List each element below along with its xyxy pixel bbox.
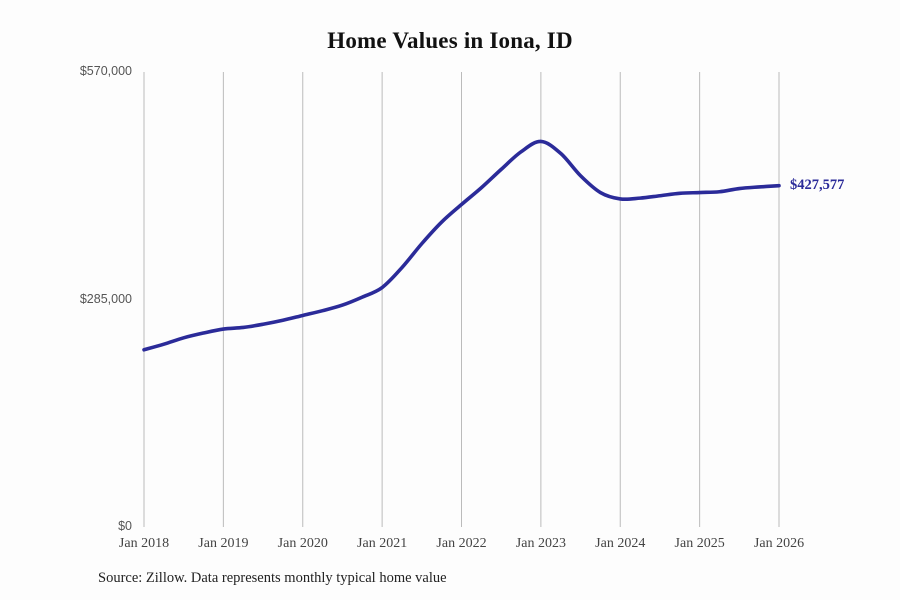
end-value-annotation: $427,577	[790, 176, 845, 193]
x-axis-tick-label: Jan 2024	[595, 536, 646, 551]
source-note: Source: Zillow. Data represents monthly …	[98, 570, 447, 586]
y-axis-tick-label: $285,000	[79, 291, 132, 306]
y-axis-tick-label: $0	[118, 519, 132, 533]
gridlines	[143, 72, 780, 527]
y-axis-tick-label: $570,000	[79, 64, 132, 78]
x-axis-tick-label: Jan 2026	[753, 536, 805, 551]
x-axis-tick-label: Jan 2018	[118, 536, 170, 551]
home-value-line	[142, 139, 781, 352]
x-axis-tick-label: Jan 2019	[198, 536, 249, 551]
x-axis-tick-label: Jan 2021	[357, 536, 408, 551]
x-axis-tick-label: Jan 2025	[674, 536, 725, 551]
x-axis-tick-label: Jan 2020	[277, 536, 328, 551]
page-title: Home Values in Iona, ID	[327, 28, 573, 53]
x-axis-tick-label: Jan 2022	[436, 536, 487, 551]
x-axis-tick-label: Jan 2023	[515, 536, 566, 551]
